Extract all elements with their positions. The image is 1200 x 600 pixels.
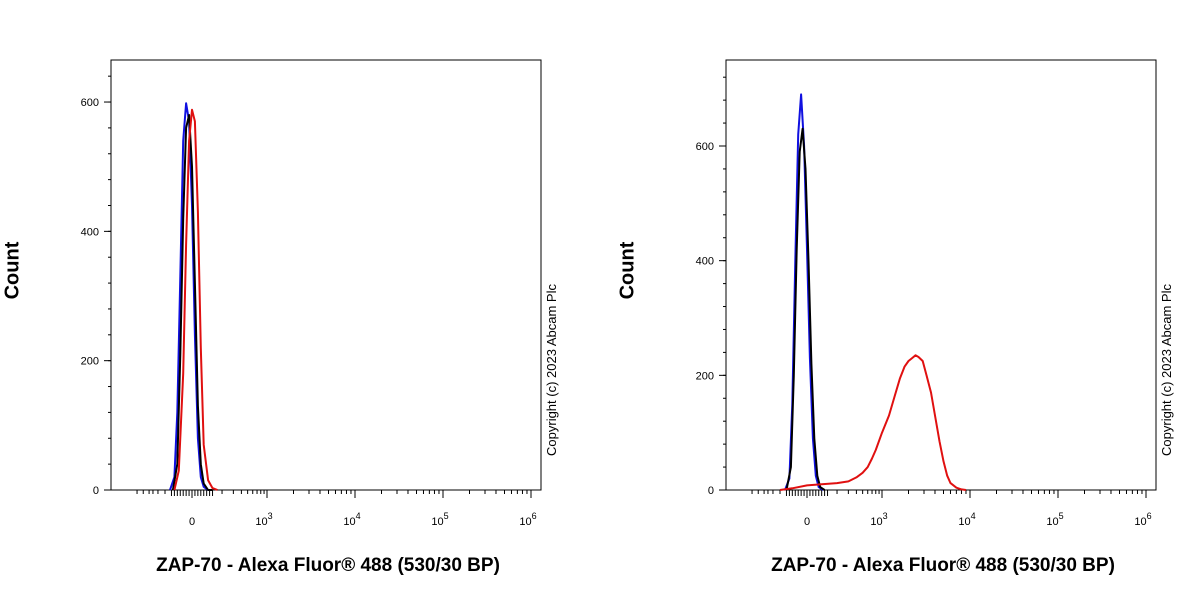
x-tick-exponent: 5 (444, 511, 449, 521)
x-tick-label: 105 (1046, 511, 1063, 528)
x-axis-label: ZAP-70 - Alexa Fluor® 488 (530/30 BP) (156, 555, 500, 576)
x-tick-label: 105 (431, 511, 448, 528)
x-tick-label: 106 (519, 511, 536, 528)
x-tick-exponent: 4 (356, 511, 361, 521)
copyright-annotation: Copyright (c) 2023 Abcam Plc (1159, 284, 1174, 456)
x-tick-exponent: 3 (268, 511, 273, 521)
x-tick-exponent: 6 (532, 511, 537, 521)
series-line-1 (169, 102, 213, 491)
plot-frame (725, 59, 1157, 491)
copyright-annotation: Copyright (c) 2023 Abcam Plc (544, 284, 559, 456)
x-tick-exponent: 6 (1147, 511, 1152, 521)
y-tick-label: 400 (81, 226, 99, 238)
x-axis-label: ZAP-70 - Alexa Fluor® 488 (530/30 BP) (771, 555, 1115, 576)
x-tick-exponent: 5 (1059, 511, 1064, 521)
y-tick-label: 600 (81, 97, 99, 109)
y-tick-label: 0 (93, 485, 99, 497)
x-tick-label: 103 (255, 511, 272, 528)
y-axis-label: Count (616, 241, 639, 300)
y-tick-label: 600 (696, 141, 714, 153)
x-tick-label: 104 (343, 511, 360, 528)
series-line-2 (785, 127, 826, 491)
plot-1: 0 200 400 600 0 103 104 105 106 (81, 59, 542, 528)
y-tick-label: 0 (708, 485, 714, 497)
x-tick-label: 103 (870, 511, 887, 528)
series-line-3 (173, 108, 218, 491)
y-tick-label: 200 (81, 356, 99, 368)
y-axis-label: Count (1, 241, 24, 300)
histogram-panel-2: 0 200 400 600 0 103 104 105 106 Count ZAP-70 - A… (615, 0, 1200, 600)
y-tick-label: 400 (696, 256, 714, 268)
plot-2: 0 200 400 600 0 103 104 105 106 (696, 59, 1157, 528)
series-line-3 (779, 354, 967, 491)
y-tick-label: 200 (696, 370, 714, 382)
x-tick-label: 0 (189, 516, 195, 528)
x-tick-label: 104 (958, 511, 975, 528)
plot-frame (110, 59, 542, 491)
x-tick-exponent: 3 (883, 511, 888, 521)
x-tick-label: 106 (1134, 511, 1151, 528)
histogram-panel-1: 0 200 400 600 0 103 104 105 106 Count ZAP-70 - A… (1, 59, 559, 576)
x-tick-exponent: 4 (971, 511, 976, 521)
x-tick-label: 0 (804, 516, 810, 528)
series-line-2 (171, 114, 213, 491)
